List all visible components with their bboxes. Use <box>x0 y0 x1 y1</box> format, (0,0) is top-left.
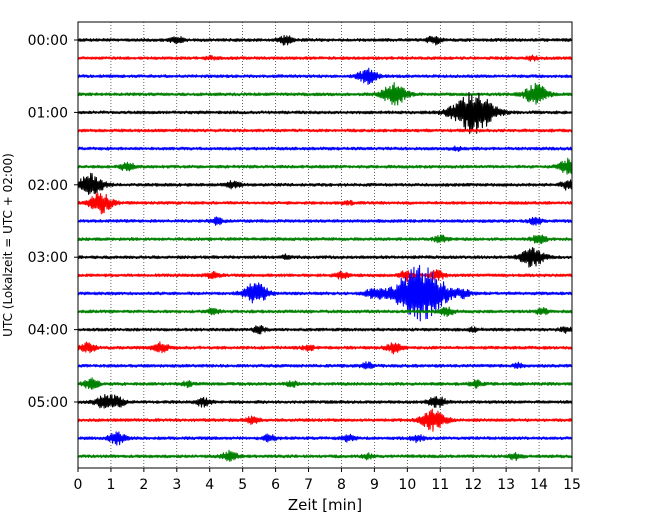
x-tick-label: 5 <box>238 477 247 493</box>
trace-0530 <box>78 431 572 446</box>
y-tick-label: 00:00 <box>28 33 68 49</box>
x-tick-label: 11 <box>431 477 449 493</box>
x-tick-label: 15 <box>563 477 581 493</box>
x-tick-label: 8 <box>337 477 346 493</box>
x-tick-label: 13 <box>497 477 515 493</box>
x-tick-label: 7 <box>304 477 313 493</box>
trace-0000 <box>78 34 572 46</box>
plot-frame <box>77 21 573 469</box>
y-axis-ticks: 00:00 01:00 02:00 03:00 04:00 05:00 <box>28 33 78 411</box>
x-tick-label: 0 <box>74 477 83 493</box>
y-tick-label: 03:00 <box>28 250 68 266</box>
y-tick-label: 02:00 <box>28 178 68 194</box>
x-tick-label: 3 <box>172 477 181 493</box>
trace-0215 <box>78 192 572 215</box>
x-axis-label: Zeit [min] <box>288 496 362 514</box>
trace-0315 <box>78 269 572 282</box>
trace-0230 <box>78 216 572 226</box>
trace-0145 <box>78 157 572 175</box>
trace-0245 <box>78 234 572 245</box>
y-tick-label: 05:00 <box>28 395 68 411</box>
trace-0515 <box>78 408 572 432</box>
x-tick-label: 6 <box>271 477 280 493</box>
trace-0030 <box>78 67 572 86</box>
trace-0100 <box>78 91 572 134</box>
trace-0130 <box>78 145 572 152</box>
x-tick-label: 12 <box>464 477 482 493</box>
trace-0300 <box>78 247 572 268</box>
x-tick-label: 9 <box>370 477 379 493</box>
x-tick-label: 10 <box>398 477 416 493</box>
trace-0500 <box>78 393 572 409</box>
x-tick-label: 2 <box>139 477 148 493</box>
trace-0015 <box>78 54 572 62</box>
x-axis-ticks: 0 1 2 3 4 5 6 7 8 9 10 11 12 13 14 15 <box>74 468 581 493</box>
seismic-traces <box>78 34 572 462</box>
trace-0545 <box>78 449 572 462</box>
trace-0415 <box>78 341 572 355</box>
trace-0115 <box>78 128 572 133</box>
trace-0400 <box>78 324 572 335</box>
y-axis-label: UTC (Lokalzeit = UTC + 02:00) <box>1 153 15 337</box>
trace-0200 <box>78 172 572 195</box>
trace-0430 <box>78 361 572 370</box>
trace-0330 <box>78 264 572 322</box>
trace-0345 <box>78 306 572 318</box>
x-tick-label: 4 <box>205 477 214 493</box>
x-tick-label: 14 <box>530 477 548 493</box>
y-tick-label: 04:00 <box>28 323 68 339</box>
trace-0045 <box>78 82 572 106</box>
x-tick-label: 1 <box>106 477 115 493</box>
trace-0445 <box>78 377 572 390</box>
y-tick-label: 01:00 <box>28 105 68 121</box>
